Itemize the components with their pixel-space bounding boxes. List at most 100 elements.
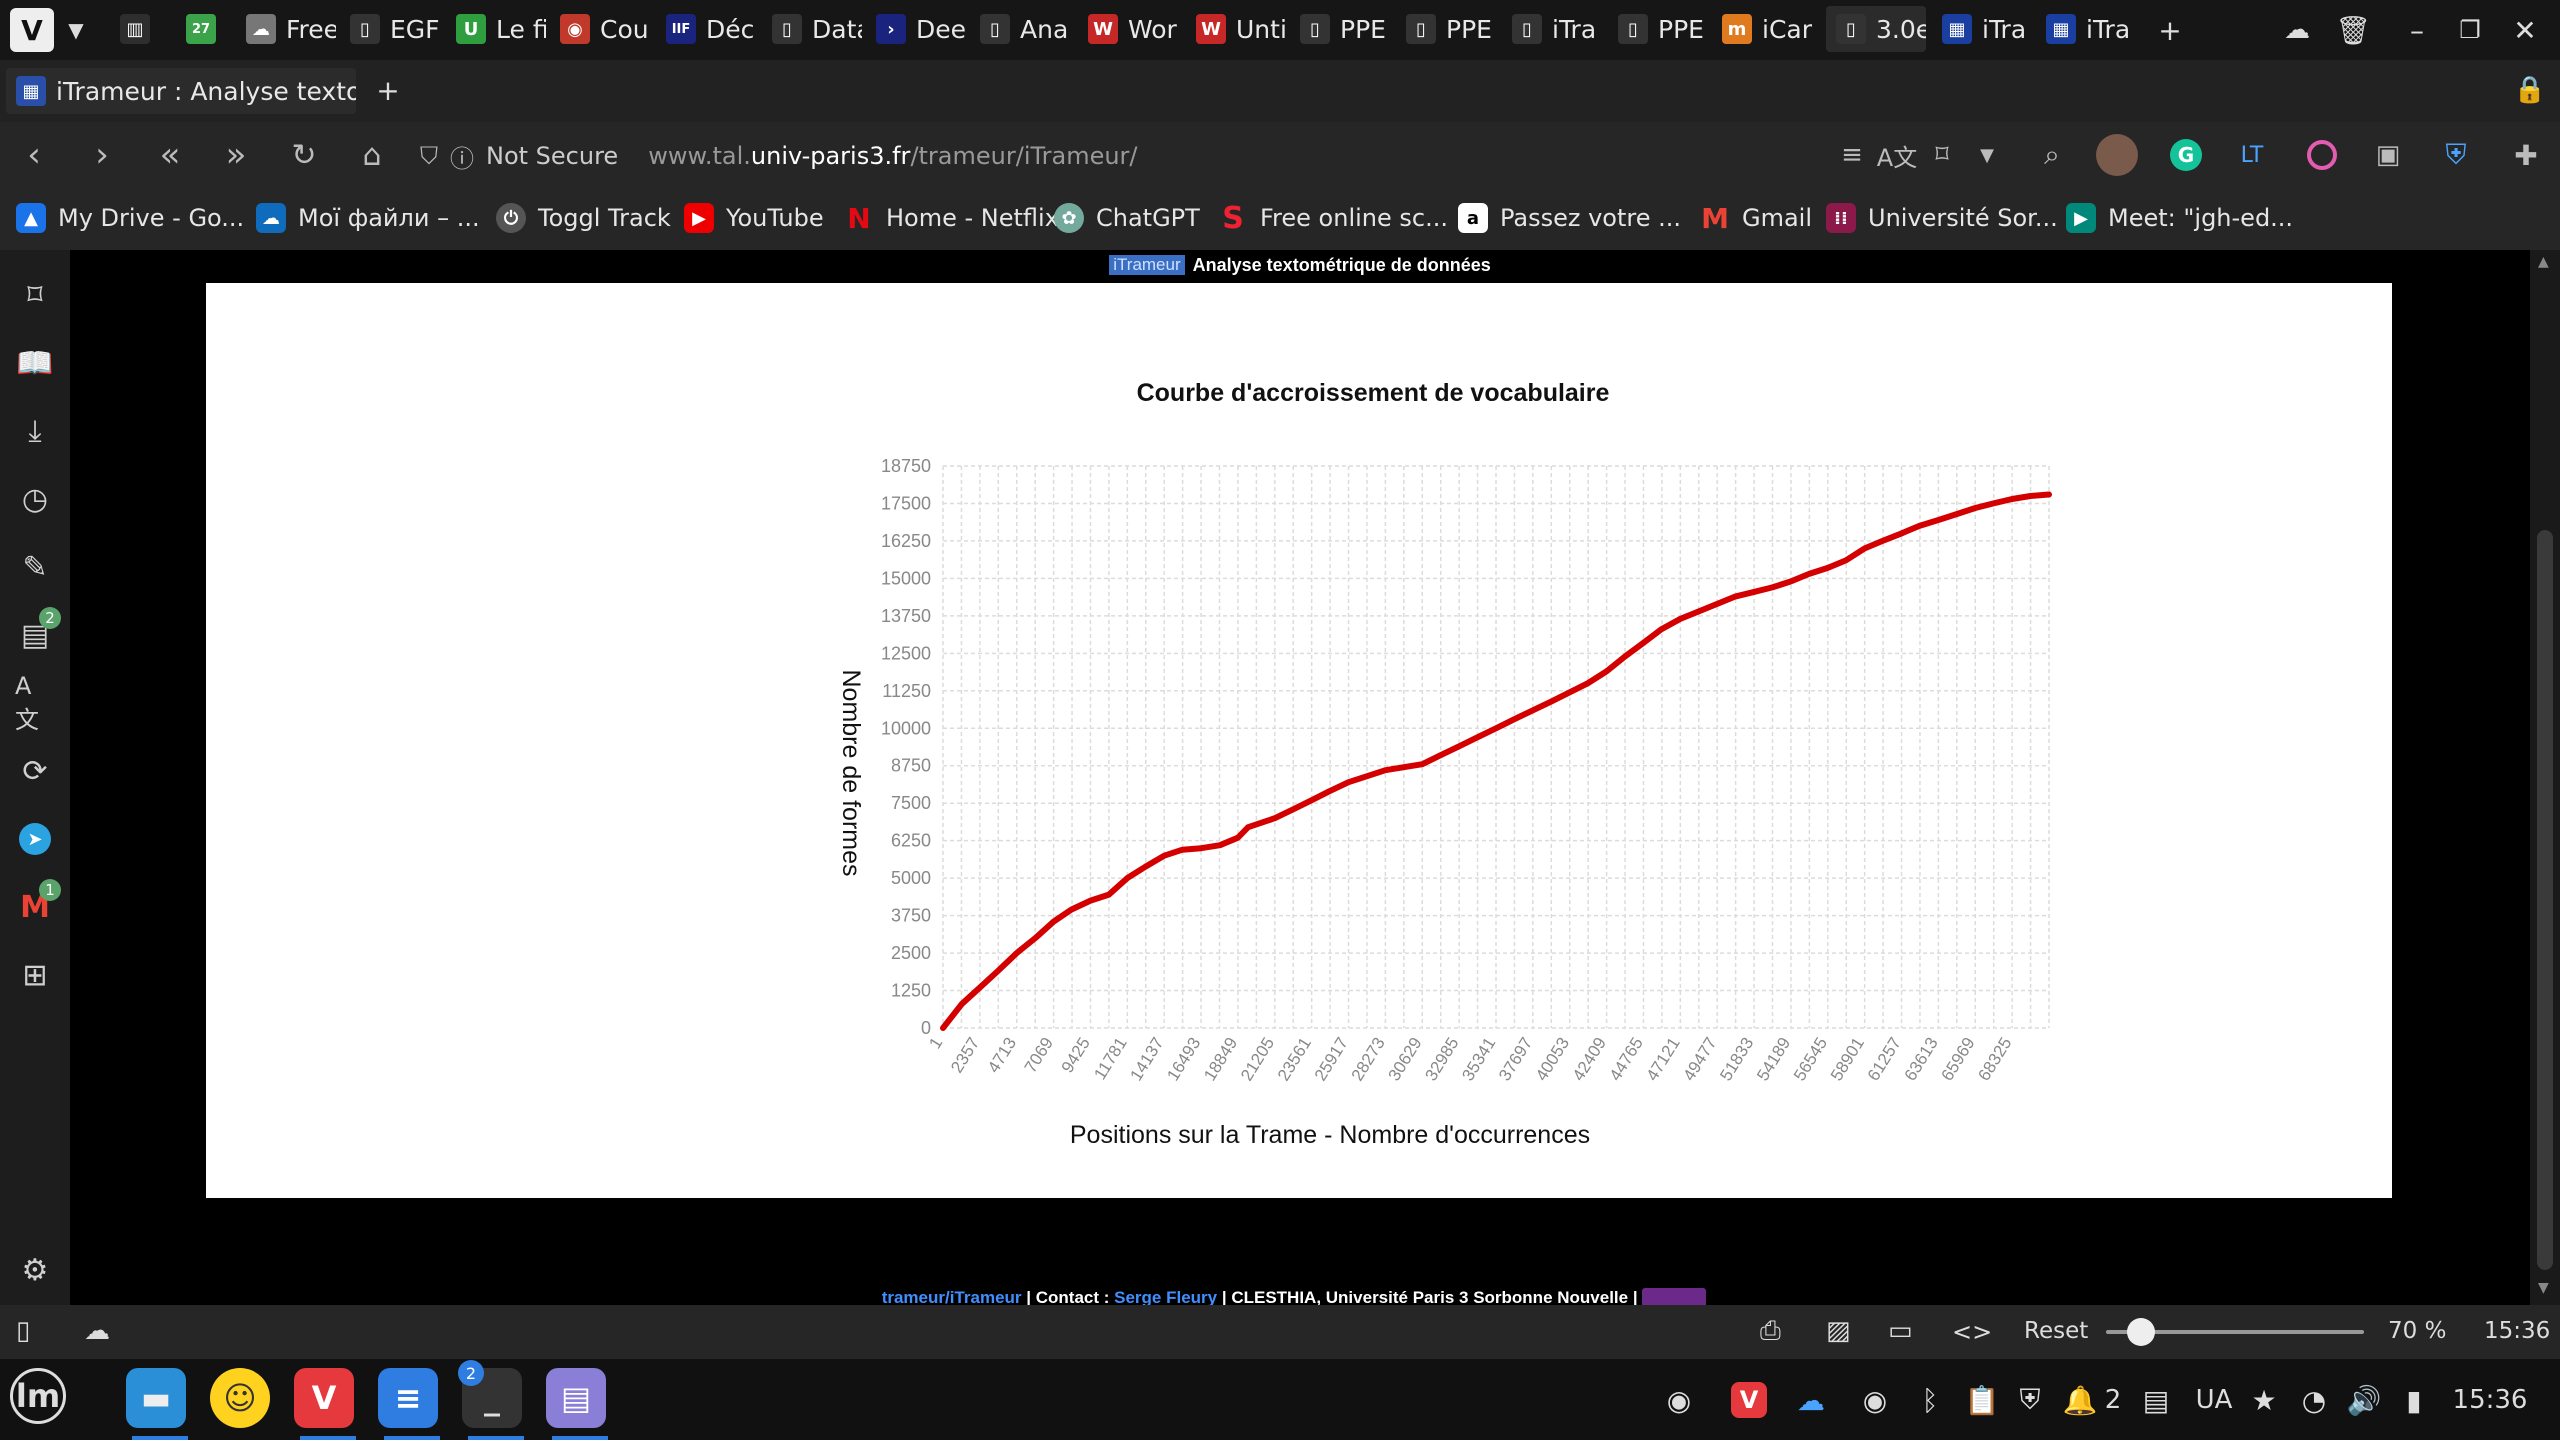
new-tab-icon[interactable]: + [2158,13,2182,47]
document-tray-icon[interactable]: ▤ [2142,1383,2170,1417]
tab-itrameur-active[interactable]: ▦ iTrameur : Analyse textométr [6,68,356,114]
browser-tab[interactable]: 27 [176,6,232,52]
vivaldi-tray-icon[interactable]: V [1731,1382,1767,1418]
trash-icon[interactable]: 🗑 [2335,13,2371,47]
avatar[interactable] [2096,134,2138,176]
info-icon[interactable]: ⓘ [450,144,474,173]
browser-tab[interactable]: ▦ iTra [1932,6,2032,52]
browser-tab[interactable]: ▯ Ana [970,6,1070,52]
discord-tray-icon[interactable]: ◉ [1666,1383,1692,1417]
keyboard-layout[interactable]: UA [2195,1385,2233,1415]
discord-tray-icon-2[interactable]: ◉ [1862,1383,1888,1417]
fast-forward-icon[interactable]: » [225,135,247,175]
bookmark-universite[interactable]: ⁞⁞ Université Sor... [1826,198,2058,238]
color-picker-icon[interactable] [2307,140,2337,170]
rewind-icon[interactable]: « [159,135,181,175]
image-toggle-icon[interactable]: ▨ [1826,1316,1851,1346]
star-icon[interactable]: ★ [2251,1383,2277,1417]
clipboard-icon[interactable]: 📋 [1964,1383,2000,1417]
page-tiling-icon[interactable]: ▭ [1888,1316,1913,1346]
taskbar-clock[interactable]: 15:36 [2452,1385,2528,1415]
bookmark-free-online[interactable]: S Free online sc... [1218,198,1448,238]
bookmark-chatgpt[interactable]: ✿ ChatGPT [1054,198,1200,238]
footer-link-trameur[interactable]: trameur/iTrameur [881,1288,1022,1305]
restore-icon[interactable]: ❐ [2459,16,2481,44]
scrollbar-thumb[interactable] [2537,530,2553,1270]
vivaldi-menu-icon[interactable]: V [10,8,54,52]
cloud-icon[interactable]: ☁ [2284,15,2310,45]
browser-tab[interactable]: ▯ PPE [1608,6,1708,52]
zoom-slider[interactable] [2106,1330,2364,1334]
extensions-icon[interactable]: ✚ [2514,138,2538,172]
security-label[interactable]: Not Secure [486,142,619,170]
bluetooth-icon[interactable]: ᛒ [1921,1383,1939,1417]
bookmark-onedrive[interactable]: ☁ Мої файли – ... [256,198,480,238]
chevron-down-icon[interactable]: ▼ [68,18,84,42]
shield-tray-icon[interactable]: ⛨ [2019,1383,2041,1416]
dropdown-icon[interactable]: ▼ [1980,144,1994,166]
browser-tab[interactable]: › Dee [866,6,966,52]
bookmark-gmail[interactable]: M Gmail [1701,201,1813,235]
sync-cloud-icon[interactable]: ☁ [84,1316,110,1346]
notes-app-icon[interactable]: ▤ [546,1368,606,1428]
languagetool-icon[interactable]: LT [2240,142,2264,168]
vivaldi-icon[interactable]: V [294,1368,354,1428]
url-field[interactable]: ⛉ ⓘ Not Secure www.tal. univ-paris3.fr/tr… [420,134,1980,178]
files-icon[interactable]: ▬ [126,1368,186,1428]
bookmark-youtube[interactable]: ▶ YouTube [684,198,824,238]
capture-icon[interactable]: ⎙ [1760,1316,1781,1346]
bookmark-icon[interactable]: ⌑ [1935,140,1949,170]
translate-panel-icon[interactable]: A文 [15,671,39,734]
page-scrollbar[interactable]: ▲ ▼ [2530,250,2560,1305]
browser-tab[interactable]: m iCar [1712,6,1820,52]
browser-tab[interactable]: ▯ 3.0e [1826,6,1926,52]
footer-link-contact[interactable]: Serge Fleury [1114,1288,1218,1305]
dev-tools-icon[interactable]: <> [1952,1318,1993,1346]
settings-icon[interactable]: ⚙ [21,1252,49,1288]
browser-tab[interactable]: ▯ PPE [1290,6,1390,52]
downloads-icon[interactable]: ⤓ [28,413,42,449]
zoom-level[interactable]: 70 % [2388,1318,2447,1344]
cloud-tray-icon[interactable]: ☁ [1797,1383,1825,1417]
zoom-reset-button[interactable]: Reset [2024,1318,2089,1344]
notifications-icon[interactable]: 🔔 [2062,1383,2098,1417]
reader-view-icon[interactable]: ≡ [1841,140,1863,170]
home-icon[interactable]: ⌂ [362,137,382,173]
close-icon[interactable]: ✕ [2513,13,2537,47]
bookmark-passez[interactable]: a Passez votre ... [1458,198,1681,238]
browser-tab[interactable]: ☁ Free [236,6,336,52]
linux-mint-menu-icon[interactable]: lm [10,1368,66,1424]
history-icon[interactable]: ◷ [21,481,49,517]
bookmarks-panel-icon[interactable]: ⌑ [27,277,43,313]
forward-icon[interactable]: › [95,135,109,175]
itrameur-brand[interactable]: iTrameur [1109,255,1185,275]
grammarly-icon[interactable]: G [2170,139,2202,171]
telegram-icon[interactable]: ➤ [19,823,51,855]
notes-icon[interactable]: ✎ [22,549,48,585]
zoom-slider-handle[interactable] [2127,1318,2155,1346]
battery-icon[interactable]: ▮ [2406,1383,2422,1417]
vpn-shield-icon[interactable]: ⛨ [2445,138,2467,171]
add-panel-icon[interactable]: ⊞ [22,957,48,993]
browser-tab[interactable]: ▯ iTra [1502,6,1602,52]
search-icon[interactable]: ⌕ [2044,138,2060,171]
bookmark-netflix[interactable]: N Home - Netflix [844,198,1059,238]
bookmark-my-drive[interactable]: ▲ My Drive - Go... [16,198,244,238]
shield-icon[interactable]: ⛉ [420,142,438,170]
bookmark-toggl[interactable]: ⏻ Toggl Track [496,198,671,238]
window-panel-icon[interactable]: ▣ [2375,140,2401,170]
scroll-up-icon[interactable]: ▲ [2538,254,2549,270]
new-tab-icon[interactable]: + [376,73,400,107]
feed-reader-icon[interactable]: ⟳ [22,753,48,789]
browser-tab[interactable]: ▥ [110,6,166,52]
text-editor-icon[interactable]: ≡ [378,1368,438,1428]
volume-icon[interactable]: 🔊 [2346,1383,2382,1417]
browser-tab[interactable]: W Wor [1078,6,1178,52]
browser-tab[interactable]: U Le fi [446,6,546,52]
browser-tab[interactable]: ◉ Cou [550,6,650,52]
emoji-app-icon[interactable]: ☺ [210,1368,270,1428]
scroll-down-icon[interactable]: ▼ [2538,1280,2549,1296]
browser-tab[interactable]: ▯ EGF [340,6,440,52]
wifi-icon[interactable]: ◔ [2301,1383,2327,1417]
browser-tab[interactable]: W Unti [1186,6,1286,52]
